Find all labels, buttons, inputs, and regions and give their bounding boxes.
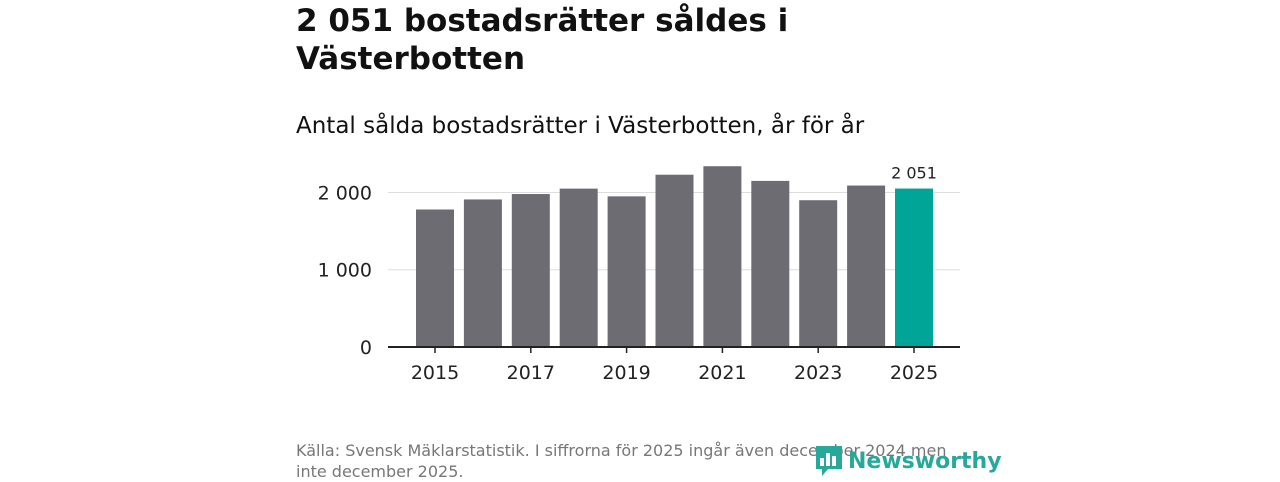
chart-title: 2 051 bostadsrätter såldes i Västerbotte… [296, 3, 789, 77]
data-label: 2 051 [891, 164, 937, 183]
chart-subtitle: Antal sålda bostadsrätter i Västerbotten… [296, 113, 865, 139]
y-tick-label: 0 [360, 337, 372, 359]
bar [895, 188, 933, 347]
x-tick-label: 2021 [698, 362, 746, 384]
source-note: Källa: Svensk Mäklarstatistik. I siffror… [296, 441, 947, 481]
x-tick-label: 2023 [794, 362, 842, 384]
bar [751, 180, 790, 347]
bar [463, 199, 502, 347]
bar [511, 194, 550, 347]
bar [416, 209, 454, 347]
x-tick-label: 2019 [602, 362, 650, 384]
x-tick-label: 2015 [411, 362, 459, 384]
bar [607, 196, 646, 347]
bar [799, 200, 838, 347]
x-tick-label: 2017 [507, 362, 555, 384]
bar [703, 166, 742, 347]
bar [559, 188, 598, 347]
bar [847, 185, 886, 347]
newsworthy-logo-icon [816, 446, 842, 476]
bar [655, 174, 694, 347]
brand-name: Newsworthy [848, 448, 1002, 474]
y-tick-label: 1 000 [318, 260, 372, 282]
brand-logo: Newsworthy [814, 444, 1002, 478]
y-tick-label: 2 000 [318, 182, 372, 204]
x-tick-label: 2025 [890, 362, 938, 384]
